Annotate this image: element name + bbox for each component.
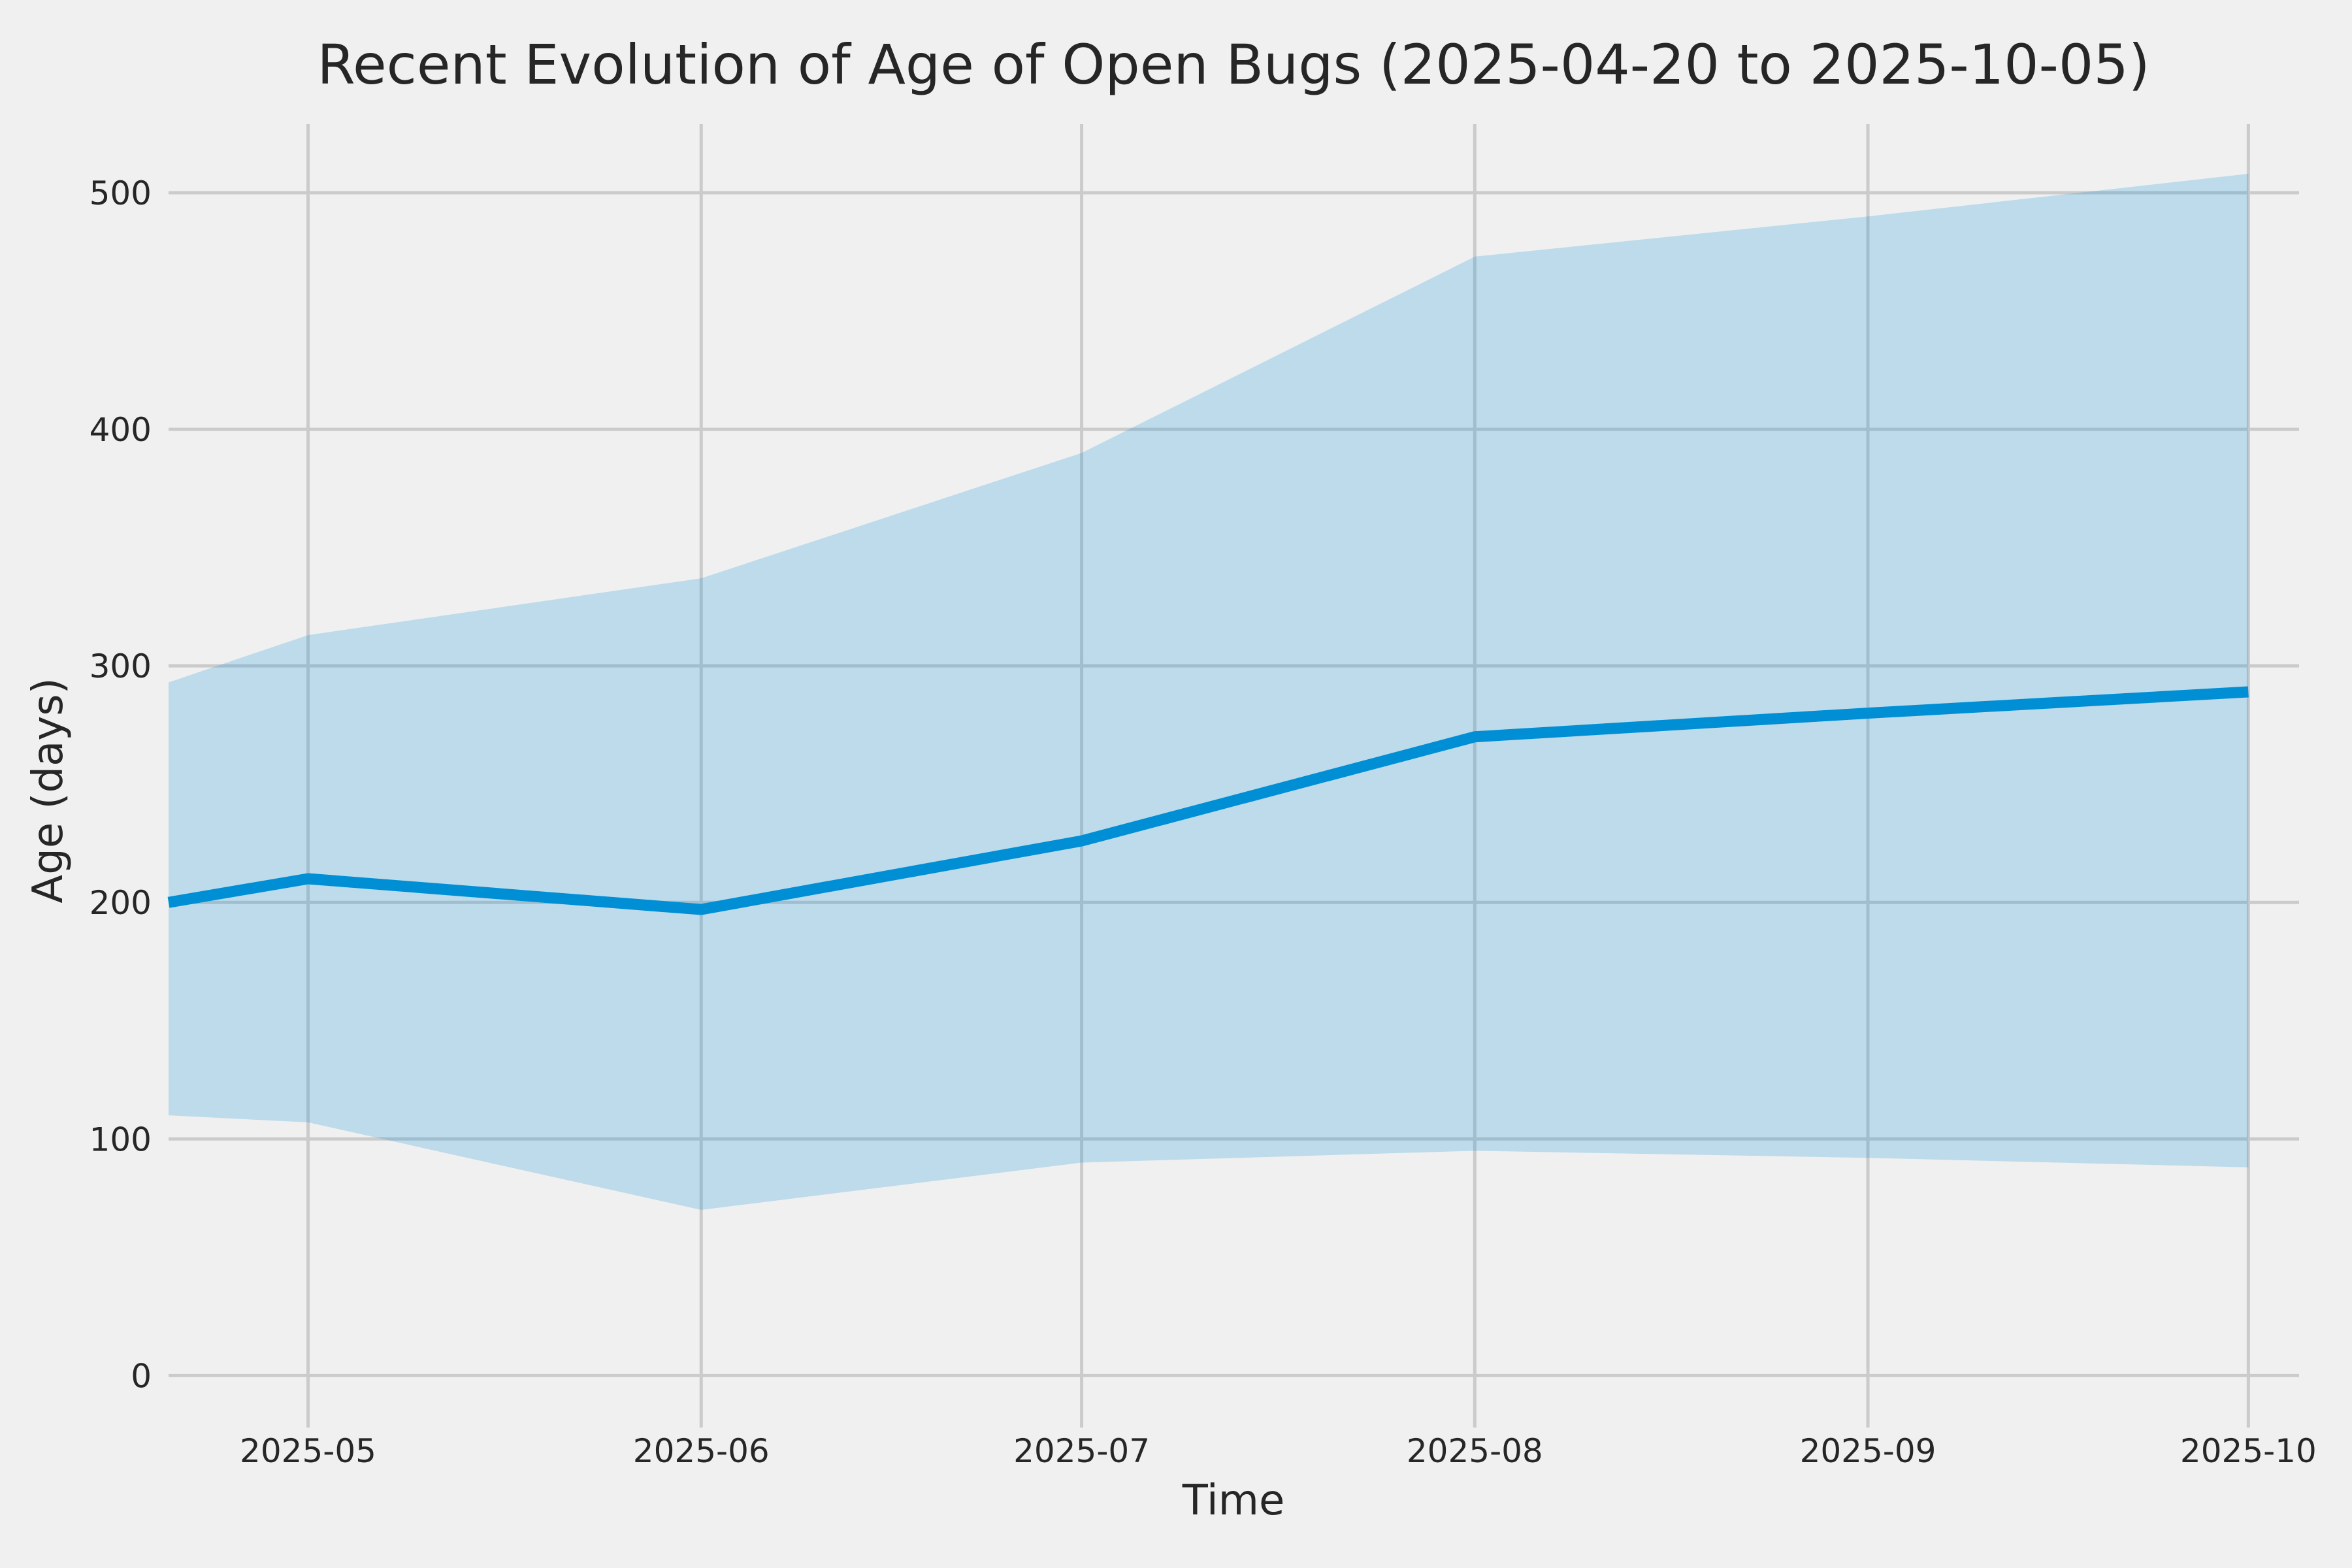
chart-title: Recent Evolution of Age of Open Bugs (20… bbox=[317, 33, 2149, 97]
confidence-band-area bbox=[169, 174, 2249, 1210]
y-tick-label: 100 bbox=[90, 1120, 152, 1158]
confidence-band bbox=[169, 174, 2249, 1210]
x-tick-label: 2025-09 bbox=[1800, 1432, 1936, 1470]
x-tick-label: 2025-07 bbox=[1013, 1432, 1150, 1470]
y-tick-label: 500 bbox=[90, 174, 152, 212]
y-tick-label: 0 bbox=[131, 1357, 152, 1395]
gridlines bbox=[169, 124, 2299, 1428]
y-tick-labels: 0 100 200 300 400 500 bbox=[90, 174, 152, 1395]
x-axis-label: Time bbox=[1182, 1477, 1285, 1525]
x-tick-label: 2025-06 bbox=[633, 1432, 770, 1470]
median-line bbox=[167, 686, 2249, 915]
y-axis-label: Age (days) bbox=[24, 678, 73, 903]
median-age-line bbox=[167, 686, 2249, 915]
y-tick-label: 400 bbox=[90, 411, 152, 449]
x-tick-label: 2025-05 bbox=[240, 1432, 376, 1470]
x-tick-labels: 2025-05 2025-06 2025-07 2025-08 2025-09 2025-… bbox=[240, 1432, 2317, 1470]
x-tick-label: 2025-08 bbox=[1407, 1432, 1543, 1470]
y-tick-label: 200 bbox=[90, 884, 152, 922]
x-tick-label: 2025-10 bbox=[2180, 1432, 2317, 1470]
plot-area bbox=[169, 124, 2299, 1428]
y-tick-label: 300 bbox=[90, 647, 152, 685]
